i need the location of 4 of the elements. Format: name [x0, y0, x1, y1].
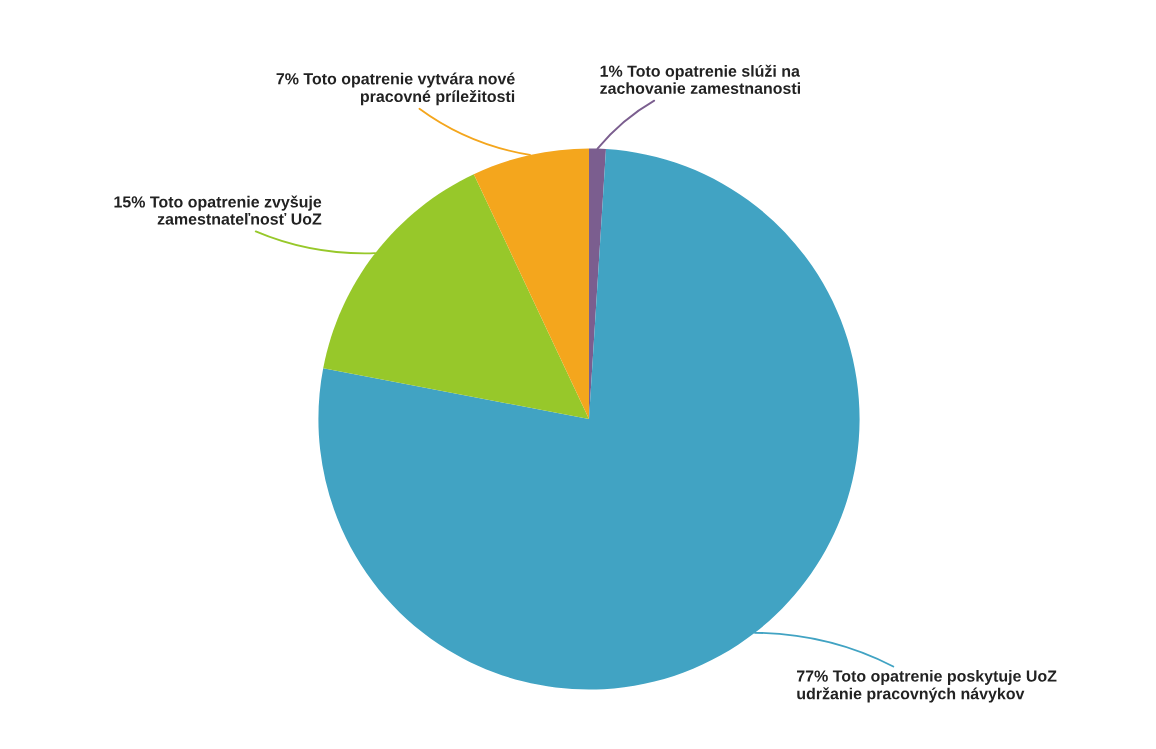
slice-label: 15% Toto opatrenie zvyšuje zamestnateľnosť UoZ: [114, 195, 322, 225]
slice-label: 1% Toto opatrenie slúži na zachovanie zamestnanosti: [600, 64, 800, 94]
slice-label: 7% Toto opatrenie vytvára nové pracovné príležitosti: [276, 72, 515, 106]
slice-label: 77% Toto opatrenie poskytuje UoZ udržanie pracovných návykov: [796, 670, 1057, 703]
